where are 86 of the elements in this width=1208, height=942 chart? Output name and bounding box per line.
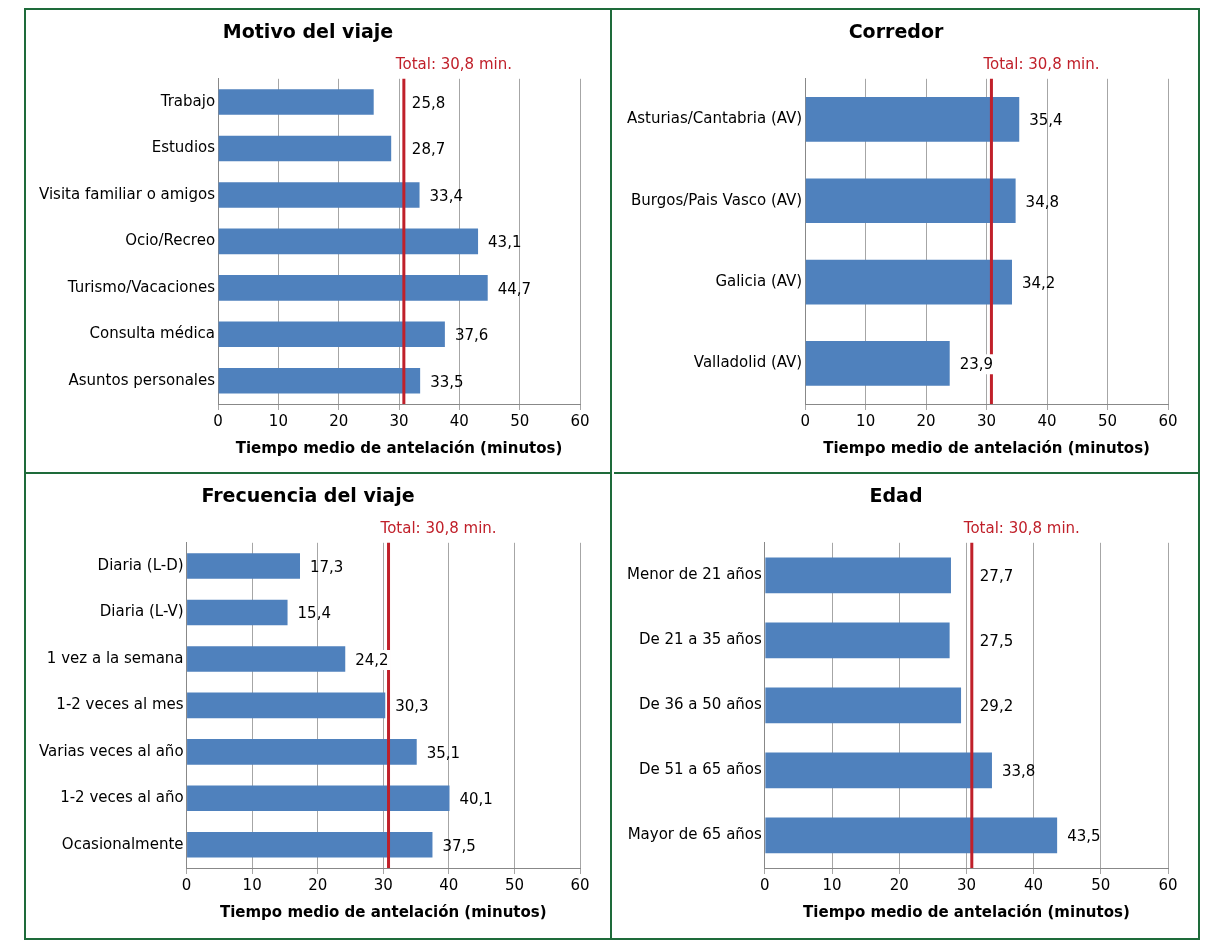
x-tick-label: 10 [268, 411, 288, 430]
data-label: 17,3 [310, 557, 344, 576]
data-label: 25,8 [411, 93, 446, 112]
x-tick-label: 10 [242, 875, 262, 894]
chart-title: Frecuencia del viaje [201, 484, 415, 507]
x-tick-label: 60 [570, 875, 590, 894]
y-tick-label: Visita familiar o amigos [38, 184, 216, 203]
data-label: 35,1 [426, 743, 461, 762]
data-label: 28,7 [411, 140, 446, 159]
data-label: 43,5 [1067, 827, 1101, 846]
x-tick-label: 20 [329, 411, 349, 430]
x-axis-title: Tiempo medio de antelación (minutos) [219, 902, 547, 921]
x-tick-label: 0 [800, 411, 810, 430]
y-tick-label: Diaria (L-D) [97, 555, 184, 574]
data-label: 33,5 [430, 372, 464, 391]
x-tick-label: 20 [916, 411, 936, 430]
y-tick-label: Turismo/Vacaciones [66, 277, 216, 296]
y-tick-label: Asuntos personales [68, 370, 216, 389]
chart-title: Corredor [848, 20, 944, 43]
chart-title: Edad [869, 484, 923, 507]
y-tick-label: 1 vez a la semana [46, 648, 184, 667]
ref-line-label: Total: 30,8 min. [379, 519, 497, 538]
data-label: 15,4 [297, 604, 331, 623]
y-tick-label: De 36 a 50 años [638, 695, 763, 714]
x-tick-label: 40 [449, 411, 469, 430]
y-tick-label: 1-2 veces al mes [56, 695, 184, 714]
x-tick-label: 50 [1091, 875, 1111, 894]
data-label: 33,8 [1001, 762, 1036, 781]
y-tick-label: Trabajo [159, 91, 216, 110]
x-tick-label: 30 [373, 875, 393, 894]
y-tick-label: Menor de 21 años [626, 565, 763, 584]
x-tick-label: 40 [1024, 875, 1044, 894]
y-tick-label: Galicia (AV) [715, 271, 803, 290]
data-label: 34,8 [1025, 192, 1060, 211]
y-tick-label: Valladolid (AV) [693, 353, 803, 372]
x-tick-label: 30 [389, 411, 409, 430]
y-tick-label: Varias veces al año [38, 741, 184, 760]
x-tick-label: 50 [510, 411, 530, 430]
data-label: 23,9 [959, 355, 994, 374]
x-tick-label: 30 [977, 411, 997, 430]
data-label: 34,2 [1021, 273, 1056, 292]
y-tick-label: Mayor de 65 años [627, 825, 763, 844]
y-tick-label: Ocio/Recreo [125, 231, 216, 250]
x-tick-label: 0 [760, 875, 770, 894]
x-tick-label: 0 [181, 875, 192, 894]
data-label: 40,1 [459, 790, 493, 809]
x-tick-label: 30 [956, 875, 976, 894]
x-tick-label: 20 [308, 875, 328, 894]
data-label: 35,4 [1029, 111, 1063, 130]
data-label: 27,5 [979, 632, 1014, 651]
data-label: 24,2 [355, 650, 389, 669]
y-tick-label: Estudios [151, 138, 216, 157]
y-tick-label: De 51 a 65 años [638, 760, 763, 779]
x-tick-label: 50 [1097, 411, 1118, 430]
x-axis-title: Tiempo medio de antelación (minutos) [803, 902, 1130, 921]
x-tick-label: 60 [1158, 411, 1178, 430]
y-tick-label: Burgos/Pais Vasco (AV) [631, 190, 803, 209]
data-label: 27,7 [979, 567, 1014, 586]
chart-title: Motivo del viaje [222, 20, 394, 43]
y-tick-label: 1-2 veces al año [60, 788, 184, 807]
data-label: 30,3 [395, 697, 429, 716]
x-tick-label: 60 [570, 411, 590, 430]
x-tick-label: 40 [439, 875, 459, 894]
data-label: 33,4 [429, 186, 463, 205]
x-tick-label: 50 [504, 875, 524, 894]
x-tick-label: 10 [856, 411, 876, 430]
ref-line-label: Total: 30,8 min. [394, 55, 512, 74]
x-axis-title: Tiempo medio de antelación (minutos) [823, 438, 1150, 457]
y-tick-label: De 21 a 35 años [638, 630, 763, 649]
x-tick-label: 0 [213, 411, 223, 430]
data-label: 37,6 [454, 326, 489, 345]
x-tick-label: 40 [1037, 411, 1057, 430]
y-tick-label: Asturias/Cantabria (AV) [626, 109, 803, 128]
data-label: 29,2 [979, 697, 1014, 716]
x-tick-label: 10 [822, 875, 842, 894]
x-tick-label: 60 [1158, 875, 1178, 894]
ref-line-label: Total: 30,8 min. [982, 55, 1100, 74]
y-tick-label: Consulta médica [89, 324, 216, 343]
y-tick-label: Ocasionalmente [61, 834, 184, 853]
x-axis-title: Tiempo medio de antelación (minutos) [235, 438, 563, 457]
ref-line-label: Total: 30,8 min. [962, 519, 1080, 538]
x-tick-label: 20 [889, 875, 909, 894]
data-label: 44,7 [497, 279, 532, 298]
data-label: 37,5 [442, 836, 476, 855]
y-tick-label: Diaria (L-V) [99, 602, 184, 621]
data-label: 43,1 [488, 233, 522, 252]
